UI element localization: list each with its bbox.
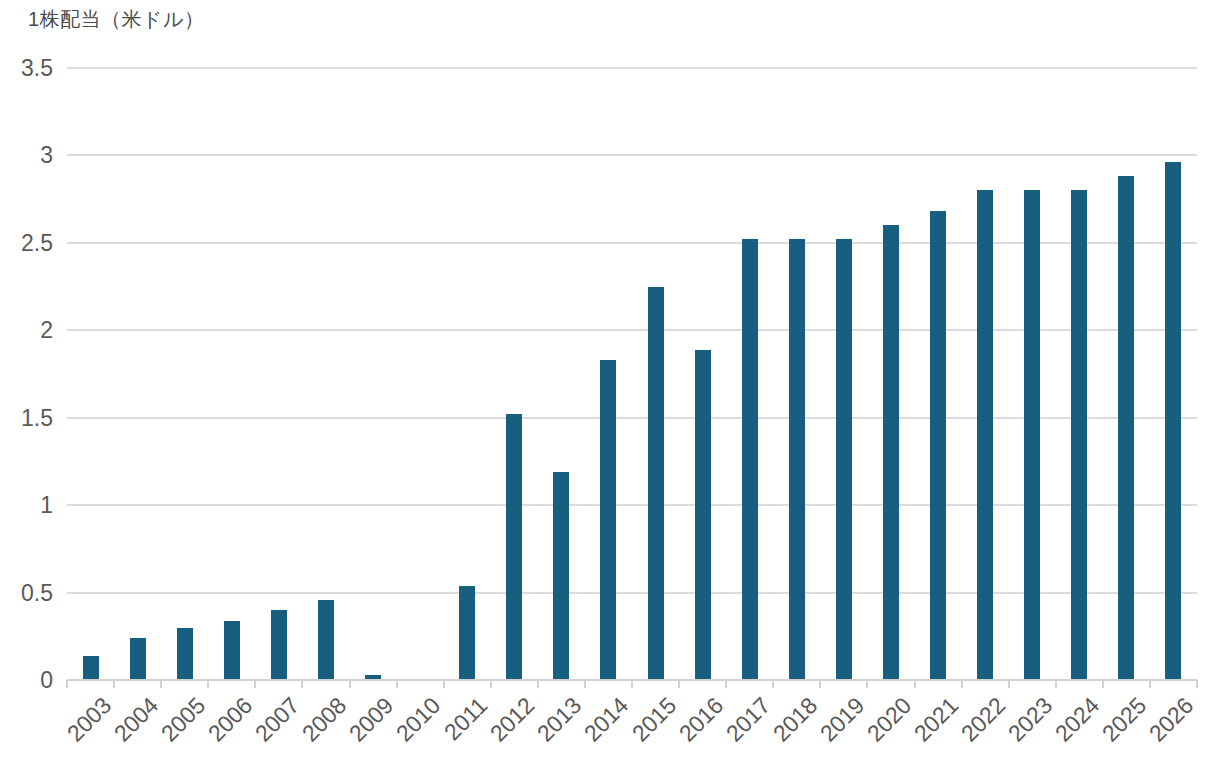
bar-2007 [271,610,287,680]
x-axis-tick [1102,680,1104,688]
bar-2013 [553,472,569,680]
bar-2024 [1071,190,1087,680]
bar-2015 [648,287,664,680]
y-axis-tick-label: 2.5 [0,229,53,257]
x-axis-tick [537,680,539,688]
x-axis-tick [349,680,351,688]
y-axis-tick-label: 2 [0,316,53,344]
x-axis-tick [443,680,445,688]
x-axis-tick [254,680,256,688]
bar-2003 [83,656,99,680]
bar-2021 [930,211,946,680]
x-axis-tick [866,680,868,688]
bar-2012 [506,414,522,680]
bar-2023 [1024,190,1040,680]
bar-2004 [130,638,146,680]
x-axis-tick [490,680,492,688]
chart-title: 1株配当（米ドル） [28,6,205,33]
bar-2016 [695,350,711,680]
x-axis-tick [584,680,586,688]
bar-2022 [977,190,993,680]
gridline [67,67,1197,69]
x-axis-tick [772,680,774,688]
y-axis-tick-label: 3 [0,141,53,169]
x-axis-tick [1055,680,1057,688]
x-axis-tick [961,680,963,688]
x-axis-tick [725,680,727,688]
y-axis-tick-label: 3.5 [0,54,53,82]
bar-2006 [224,621,240,680]
gridline [67,154,1197,156]
x-axis-tick [819,680,821,688]
x-axis-tick [631,680,633,688]
x-axis-tick [113,680,115,688]
bar-2020 [883,225,899,680]
bar-2019 [836,239,852,680]
x-axis-tick [1149,680,1151,688]
bar-2018 [789,239,805,680]
x-axis-tick [914,680,916,688]
bar-2005 [177,628,193,680]
y-axis-tick-label: 1.5 [0,404,53,432]
y-axis-tick-label: 1 [0,491,53,519]
y-axis-tick-label: 0 [0,666,53,694]
x-axis-tick [207,680,209,688]
bar-2026 [1165,162,1181,680]
x-axis-tick [678,680,680,688]
bar-2017 [742,239,758,680]
x-axis-tick [396,680,398,688]
bar-2011 [459,586,475,680]
y-axis-tick-label: 0.5 [0,579,53,607]
bar-2008 [318,600,334,680]
bar-2014 [600,360,616,680]
bar-2025 [1118,176,1134,680]
x-axis-tick [1008,680,1010,688]
dividend-per-share-bar-chart: 1株配当（米ドル） 00.511.522.533.5 2003200420052… [0,0,1216,762]
x-axis-tick [1196,680,1198,688]
x-axis-tick [66,680,68,688]
x-axis-tick [301,680,303,688]
x-axis-tick [160,680,162,688]
